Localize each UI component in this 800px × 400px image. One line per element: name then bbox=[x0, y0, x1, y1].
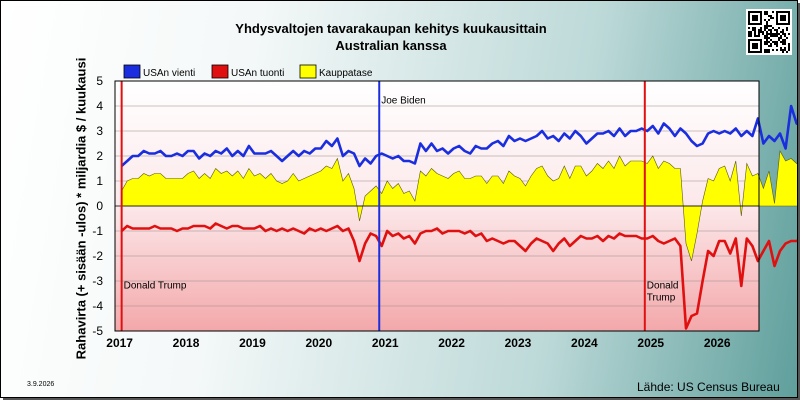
tuonti-line bbox=[120, 222, 797, 330]
qr-code-icon bbox=[746, 9, 792, 55]
plot-border bbox=[114, 80, 760, 332]
y-tick-label: 2 bbox=[96, 149, 103, 163]
y-tick-label: 0 bbox=[96, 199, 103, 213]
date-label: 3.9.2026 bbox=[27, 381, 55, 388]
y-tick-label: 1 bbox=[96, 174, 103, 188]
legend-swatch bbox=[299, 64, 317, 79]
legend-label: Kauppatase bbox=[319, 68, 373, 79]
x-tick-label: 2024 bbox=[571, 336, 598, 350]
y-tick-label: 4 bbox=[96, 99, 103, 113]
legend-label: USAn vienti bbox=[143, 68, 195, 79]
x-tick-label: 2018 bbox=[173, 336, 200, 350]
annotation-label: Donald bbox=[647, 281, 679, 292]
x-tick-label: 2026 bbox=[704, 336, 731, 350]
x-tick-label: 2025 bbox=[637, 336, 664, 350]
y-tick-label: -1 bbox=[92, 224, 103, 238]
vienti-line bbox=[120, 104, 797, 168]
x-tick-label: 2022 bbox=[438, 336, 465, 350]
x-tick-label: 2020 bbox=[305, 336, 332, 350]
plot-background-negative bbox=[115, 206, 759, 331]
legend-swatch bbox=[123, 64, 141, 79]
x-tick-label: 2017 bbox=[106, 336, 133, 350]
annotation-label: Trump bbox=[647, 293, 676, 304]
legend-swatch bbox=[211, 64, 229, 79]
y-tick-label: -3 bbox=[92, 274, 103, 288]
y-tick-label: 3 bbox=[96, 124, 103, 138]
legend-label: USAn tuonti bbox=[231, 68, 284, 79]
x-tick-label: 2019 bbox=[239, 336, 266, 350]
y-tick-label: 5 bbox=[96, 74, 103, 88]
chart-title: Yhdysvaltojen tavarakaupan kehitys kuuka… bbox=[235, 21, 547, 36]
source-label: Lähde: US Census Bureau bbox=[637, 380, 780, 394]
x-tick-label: 2023 bbox=[505, 336, 532, 350]
annotation-label: Donald Trump bbox=[124, 281, 187, 292]
chart-subtitle: Australian kanssa bbox=[335, 38, 447, 53]
x-tick-label: 2021 bbox=[372, 336, 399, 350]
annotation-label: Joe Biden bbox=[381, 96, 425, 107]
y-tick-label: -2 bbox=[92, 249, 103, 263]
y-tick-label: -5 bbox=[92, 324, 103, 338]
y-tick-label: -4 bbox=[92, 299, 103, 313]
